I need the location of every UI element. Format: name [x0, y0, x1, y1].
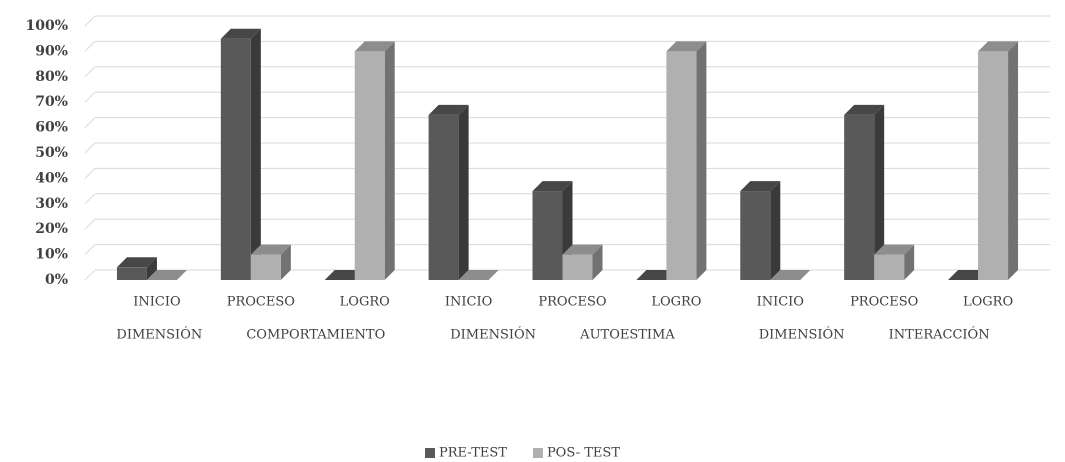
grid-line-side	[84, 218, 96, 230]
bar-side	[770, 181, 781, 280]
bar-front	[428, 114, 459, 281]
legend-swatch	[532, 448, 543, 458]
grid-line-side	[84, 142, 96, 154]
y-tick-label: 100%	[25, 18, 68, 34]
bar	[844, 104, 885, 281]
bar-side	[280, 244, 291, 280]
bar-top	[116, 257, 157, 268]
bar-top	[428, 104, 469, 115]
y-tick-label: 60%	[35, 120, 68, 136]
grid-line-side	[84, 168, 96, 179]
bar	[562, 244, 603, 280]
x-tick-label: LOGRO	[963, 295, 1013, 310]
legend-swatch	[425, 448, 435, 458]
bar-side	[696, 41, 707, 281]
bar	[250, 244, 291, 280]
grid-line-side	[84, 193, 96, 205]
x-tick-label: LOGRO	[340, 295, 390, 310]
bar-top	[250, 244, 291, 255]
bar-front	[740, 191, 771, 280]
grid-line-side	[84, 244, 96, 255]
bar-front	[354, 51, 385, 281]
grid-line-side	[84, 41, 96, 52]
bar	[458, 270, 499, 280]
bar-top	[666, 41, 707, 52]
bars	[116, 28, 1019, 281]
grid-line-side	[84, 269, 96, 281]
bar-top	[740, 181, 781, 192]
y-tick-label: 50%	[35, 145, 68, 161]
x-tick-label: INICIO	[133, 295, 180, 310]
y-tick-label: 70%	[35, 94, 68, 110]
bar-front	[844, 114, 875, 281]
y-tick-label: 20%	[35, 221, 68, 237]
bar	[116, 257, 157, 280]
x-tick-label: PROCESO	[850, 295, 918, 310]
bar	[770, 270, 811, 280]
bar-top	[844, 104, 885, 115]
bar	[220, 28, 261, 281]
bar	[666, 41, 707, 281]
x-tick-label: PROCESO	[538, 295, 606, 310]
bar-top	[146, 270, 187, 280]
bar	[874, 244, 915, 280]
bar-front	[116, 267, 147, 280]
bar-front	[250, 254, 281, 280]
bar-front	[978, 51, 1009, 281]
bar-front	[874, 254, 905, 280]
bar-side	[1008, 41, 1019, 281]
y-tick-label: 30%	[35, 196, 68, 212]
legend-label: POS- TEST	[547, 446, 620, 461]
bar-side	[146, 257, 157, 280]
x-tick-label: INICIO	[757, 295, 804, 310]
bar-top	[978, 41, 1019, 52]
group-label: DIMENSIÓN COMPORTAMIENTO	[116, 326, 385, 343]
bar-front	[666, 51, 697, 281]
grid-line-side	[84, 91, 96, 103]
bar-top	[562, 244, 603, 255]
bar-top	[874, 244, 915, 255]
bar-side	[592, 244, 603, 280]
bar-side	[458, 104, 469, 281]
bar-side	[384, 41, 395, 281]
labels: 0% 10% 20% 30% 40% 50% 60% 70% 80% 90% 100% INICIO P…	[25, 18, 1013, 461]
bar-top	[458, 270, 499, 280]
bar-front	[220, 38, 251, 281]
bar	[354, 41, 395, 281]
y-tick-label: 80%	[35, 69, 68, 85]
bar-side	[904, 244, 915, 280]
bar-side	[874, 104, 885, 281]
bar	[428, 104, 469, 281]
bar-top	[770, 270, 811, 280]
group-label: DIMENSIÓN INTERACCIÓN	[759, 326, 990, 343]
grid-line-side	[84, 66, 96, 78]
y-tick-label: 90%	[35, 43, 68, 59]
group-label: DIMENSIÓN AUTOESTIMA	[450, 326, 675, 343]
grid-line-side	[84, 15, 96, 27]
y-tick-label: 0%	[45, 272, 68, 288]
x-tick-label: LOGRO	[651, 295, 701, 310]
bar-side	[250, 28, 261, 281]
x-tick-label: PROCESO	[227, 295, 295, 310]
bar	[740, 181, 781, 280]
bar-top	[220, 28, 261, 39]
bar-top	[532, 181, 573, 192]
bar-front	[562, 254, 593, 280]
y-tick-label: 40%	[35, 170, 68, 186]
bar-top	[354, 41, 395, 52]
x-tick-label: INICIO	[445, 295, 492, 310]
bar	[146, 270, 187, 280]
legend-label: PRE-TEST	[439, 446, 507, 461]
bar-front	[532, 191, 563, 280]
grid-line-side	[84, 117, 96, 128]
y-tick-label: 10%	[35, 247, 68, 263]
bar	[978, 41, 1019, 281]
